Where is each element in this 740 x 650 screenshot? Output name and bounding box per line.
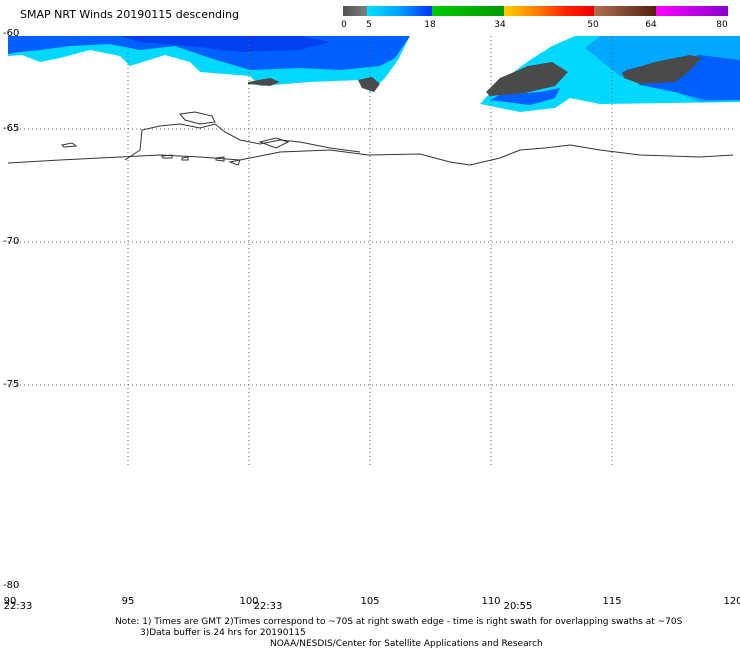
lon-label: 110	[481, 596, 501, 607]
colorbar-tick-label: 64	[645, 20, 657, 30]
map-grid	[8, 36, 733, 465]
calm-patch	[486, 62, 568, 96]
lon-label: 95	[121, 596, 135, 607]
wind-swath-left	[8, 36, 410, 92]
lat-label: -80	[3, 580, 20, 591]
colorbar	[343, 6, 728, 16]
colorbar-tick-label: 18	[424, 20, 436, 30]
lon-label: 120	[723, 596, 740, 607]
map-title: SMAP NRT Winds 20190115 descending	[20, 8, 240, 21]
note-line-2: 3)Data buffer is 24 hrs for 20190115	[140, 628, 306, 638]
swath-time-label: 22:33	[253, 601, 283, 612]
wind-swath-right	[480, 36, 740, 112]
lat-label: -65	[3, 123, 20, 134]
colorbar-tick-label: 80	[716, 20, 728, 30]
calm-patch	[622, 55, 702, 84]
colorbar-segment-18-34	[432, 6, 504, 16]
lon-label: 115	[602, 596, 622, 607]
colorbar-tick-label: 0	[341, 20, 347, 30]
colorbar-segment-5-18	[367, 6, 432, 16]
lat-label: -70	[3, 236, 20, 247]
calm-patch	[248, 78, 280, 86]
lon-label: 90	[3, 596, 17, 607]
swath-time-label: 20:55	[503, 601, 533, 612]
colorbar-tick-label: 5	[366, 20, 372, 30]
swath-time-label: 22:33	[3, 601, 33, 612]
colorbar-tick-label: 34	[494, 20, 506, 30]
colorbar-segment-50-64	[594, 6, 656, 16]
colorbar-segment-0-5	[343, 6, 367, 16]
lon-label: 100	[239, 596, 259, 607]
colorbar-tick-label: 50	[587, 20, 599, 30]
note-line-3: NOAA/NESDIS/Center for Satellite Applica…	[270, 639, 543, 649]
colorbar-segment-64-80	[656, 6, 728, 16]
lat-label: -60	[3, 28, 20, 39]
lat-label: -75	[3, 379, 20, 390]
calm-patch	[358, 77, 380, 92]
coastline	[7, 111, 734, 166]
note-line-1: Note: 1) Times are GMT 2)Times correspon…	[115, 617, 683, 627]
colorbar-segment-34-50	[504, 6, 594, 16]
lon-label: 105	[360, 596, 380, 607]
